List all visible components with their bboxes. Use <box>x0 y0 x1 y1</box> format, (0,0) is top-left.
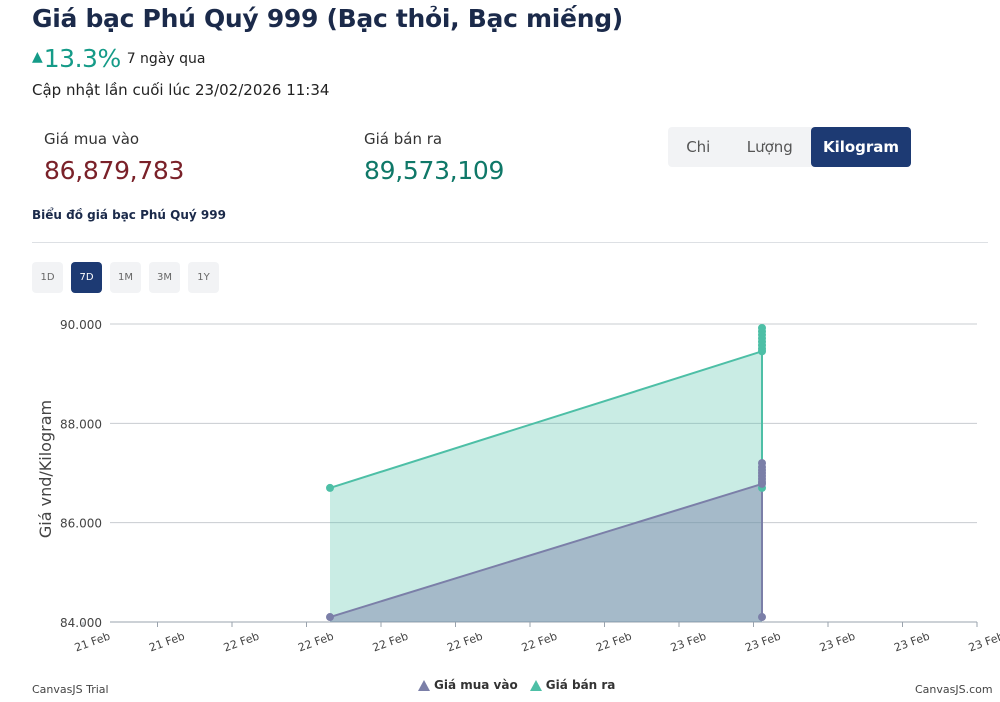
x-tick-label: 23 Feb <box>818 630 857 655</box>
legend-label-buy: Giá mua vào <box>434 678 518 692</box>
change-period: 7 ngày qua <box>126 51 206 67</box>
y-tick-label: 84.000 <box>60 616 102 630</box>
x-tick-label: 23 Feb <box>669 630 708 655</box>
change-percent: 13.3% <box>43 44 121 73</box>
data-point-sell <box>758 323 766 332</box>
unit-selector: Chi Lượng Kilogram <box>668 127 912 167</box>
range-7d-button[interactable]: 7D <box>71 262 102 293</box>
data-point-buy <box>326 613 334 622</box>
legend-label-sell: Giá bán ra <box>545 678 616 692</box>
range-1d-button[interactable]: 1D <box>32 262 63 293</box>
sell-price-value: 89,573,109 <box>364 156 505 185</box>
watermark-right: CanvasJS.com <box>915 683 993 696</box>
x-tick-label: 23 Feb <box>892 630 931 655</box>
x-tick-label: 22 Feb <box>222 630 261 655</box>
up-arrow-icon: ▲ <box>32 49 43 65</box>
range-3m-button[interactable]: 3M <box>149 262 180 293</box>
x-tick-label: 22 Feb <box>520 630 559 655</box>
legend-item-buy[interactable]: Giá mua vào <box>418 678 518 692</box>
y-tick-label: 90.000 <box>60 318 102 332</box>
series-area-buy <box>330 483 762 622</box>
range-1y-button[interactable]: 1Y <box>188 262 219 293</box>
range-1m-button[interactable]: 1M <box>110 262 141 293</box>
x-tick-label: 21 Feb <box>73 630 112 655</box>
x-tick-label: 22 Feb <box>296 630 335 655</box>
y-tick-label: 88.000 <box>60 417 102 431</box>
x-tick-label: 22 Feb <box>594 630 633 655</box>
sell-price-label: Giá bán ra <box>364 130 443 148</box>
data-point-buy <box>758 459 766 468</box>
unit-kilogram-button[interactable]: Kilogram <box>811 127 912 167</box>
unit-chi-button[interactable]: Chi <box>686 138 711 156</box>
divider <box>32 242 988 243</box>
x-tick-label: 21 Feb <box>147 630 186 655</box>
y-tick-label: 86.000 <box>60 517 102 531</box>
price-change: ▲ 13.3% 7 ngày qua <box>32 44 205 73</box>
triangle-icon <box>418 679 430 691</box>
data-point-sell <box>326 483 334 492</box>
x-tick-label: 23 Feb <box>967 630 1000 655</box>
unit-luong-button[interactable]: Lượng <box>746 138 793 156</box>
chart-legend: Giá mua vào Giá bán ra <box>418 678 615 692</box>
range-selector: 1D 7D 1M 3M 1Y <box>32 262 219 293</box>
chart-heading: Biểu đồ giá bạc Phú Quý 999 <box>32 208 226 222</box>
legend-item-sell[interactable]: Giá bán ra <box>529 678 616 692</box>
triangle-icon <box>529 679 542 691</box>
page-title: Giá bạc Phú Quý 999 (Bạc thỏi, Bạc miếng… <box>32 4 623 33</box>
x-tick-label: 22 Feb <box>371 630 410 655</box>
price-chart: 84.000 86.000 88.000 90.000 Giá vnd/Kilogram… <box>36 318 1000 655</box>
x-tick-label: 23 Feb <box>743 630 782 655</box>
x-tick-label: 22 Feb <box>445 630 484 655</box>
y-axis-title: Giá vnd/Kilogram <box>36 400 55 538</box>
last-updated: Cập nhật lần cuối lúc 23/02/2026 11:34 <box>32 81 330 99</box>
data-point-buy <box>758 613 766 622</box>
buy-price-label: Giá mua vào <box>44 130 140 148</box>
series-area-sell <box>330 351 762 622</box>
watermark-left: CanvasJS Trial <box>32 683 109 696</box>
buy-price-value: 86,879,783 <box>44 156 185 185</box>
